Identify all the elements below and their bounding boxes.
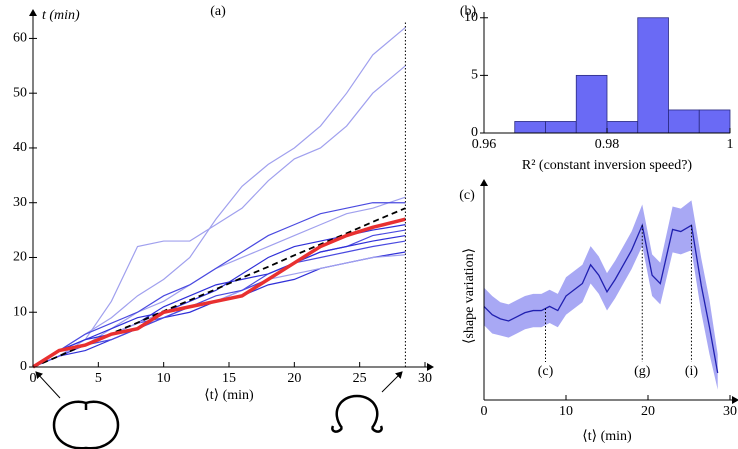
histogram-bar	[545, 121, 577, 134]
histogram-bar	[606, 121, 639, 134]
pointer-arrow	[35, 371, 61, 399]
panel-label: (b)	[460, 4, 477, 19]
data-line	[32, 229, 406, 368]
x-tick-label: 0.96	[472, 137, 497, 152]
data-line	[32, 65, 406, 368]
y-axis-label: ⟨shape variation⟩	[462, 248, 477, 344]
confidence-band	[484, 200, 718, 390]
x-tick-label: 30	[418, 371, 432, 386]
pointer-arrow	[381, 371, 403, 393]
y-tick-label: 10	[13, 304, 27, 319]
y-tick-label: 0	[471, 125, 478, 140]
y-tick-label: 20	[13, 250, 27, 265]
x-axis-label: ⟨t⟩ (min)	[204, 388, 254, 403]
cell-shape	[331, 394, 383, 433]
histogram-bar	[637, 17, 669, 134]
y-tick-label: 10	[464, 10, 478, 25]
x-tick-label: 10	[559, 404, 573, 419]
histogram-bar	[514, 121, 546, 134]
y-tick-label: 5	[471, 68, 478, 83]
y-tick-label: 0	[20, 359, 27, 374]
x-tick-label: 0	[481, 404, 488, 419]
y-tick-label: 30	[13, 195, 27, 210]
data-line	[32, 202, 406, 368]
data-line	[32, 217, 406, 369]
x-tick-label: 15	[222, 371, 236, 386]
histogram-bar	[668, 109, 700, 134]
annotation: (c)	[538, 364, 554, 379]
panel-label: (a)	[210, 4, 226, 19]
x-tick-label: 0.98	[595, 137, 620, 152]
x-tick-label: 30	[723, 404, 737, 419]
panel-label: (c)	[459, 188, 475, 203]
y-axis-label: t (min)	[42, 8, 80, 23]
x-axis-label: R² (constant inversion speed?)	[522, 158, 693, 173]
data-line	[32, 254, 406, 368]
x-axis-label: ⟨t⟩ (min)	[582, 429, 632, 444]
histogram-bar	[698, 109, 731, 134]
data-line	[32, 207, 406, 368]
data-line	[32, 251, 406, 368]
histogram-bar	[575, 74, 608, 134]
x-tick-label: 25	[353, 371, 367, 386]
x-tick-label: 10	[157, 371, 171, 386]
x-tick-label: 0	[30, 371, 37, 386]
data-line	[483, 223, 719, 374]
x-tick-label: 20	[641, 404, 655, 419]
y-tick-label: 60	[13, 31, 27, 46]
annotation: (i)	[685, 364, 699, 379]
data-line	[32, 234, 406, 368]
data-line	[32, 240, 406, 368]
y-tick-label: 40	[13, 140, 27, 155]
cell-shape	[52, 400, 120, 449]
data-line	[32, 27, 406, 368]
x-tick-label: 5	[95, 371, 102, 386]
y-tick-label: 50	[13, 85, 27, 100]
x-tick-label: 1	[727, 137, 734, 152]
x-tick-label: 20	[287, 371, 301, 386]
annotation: (g)	[634, 364, 651, 379]
